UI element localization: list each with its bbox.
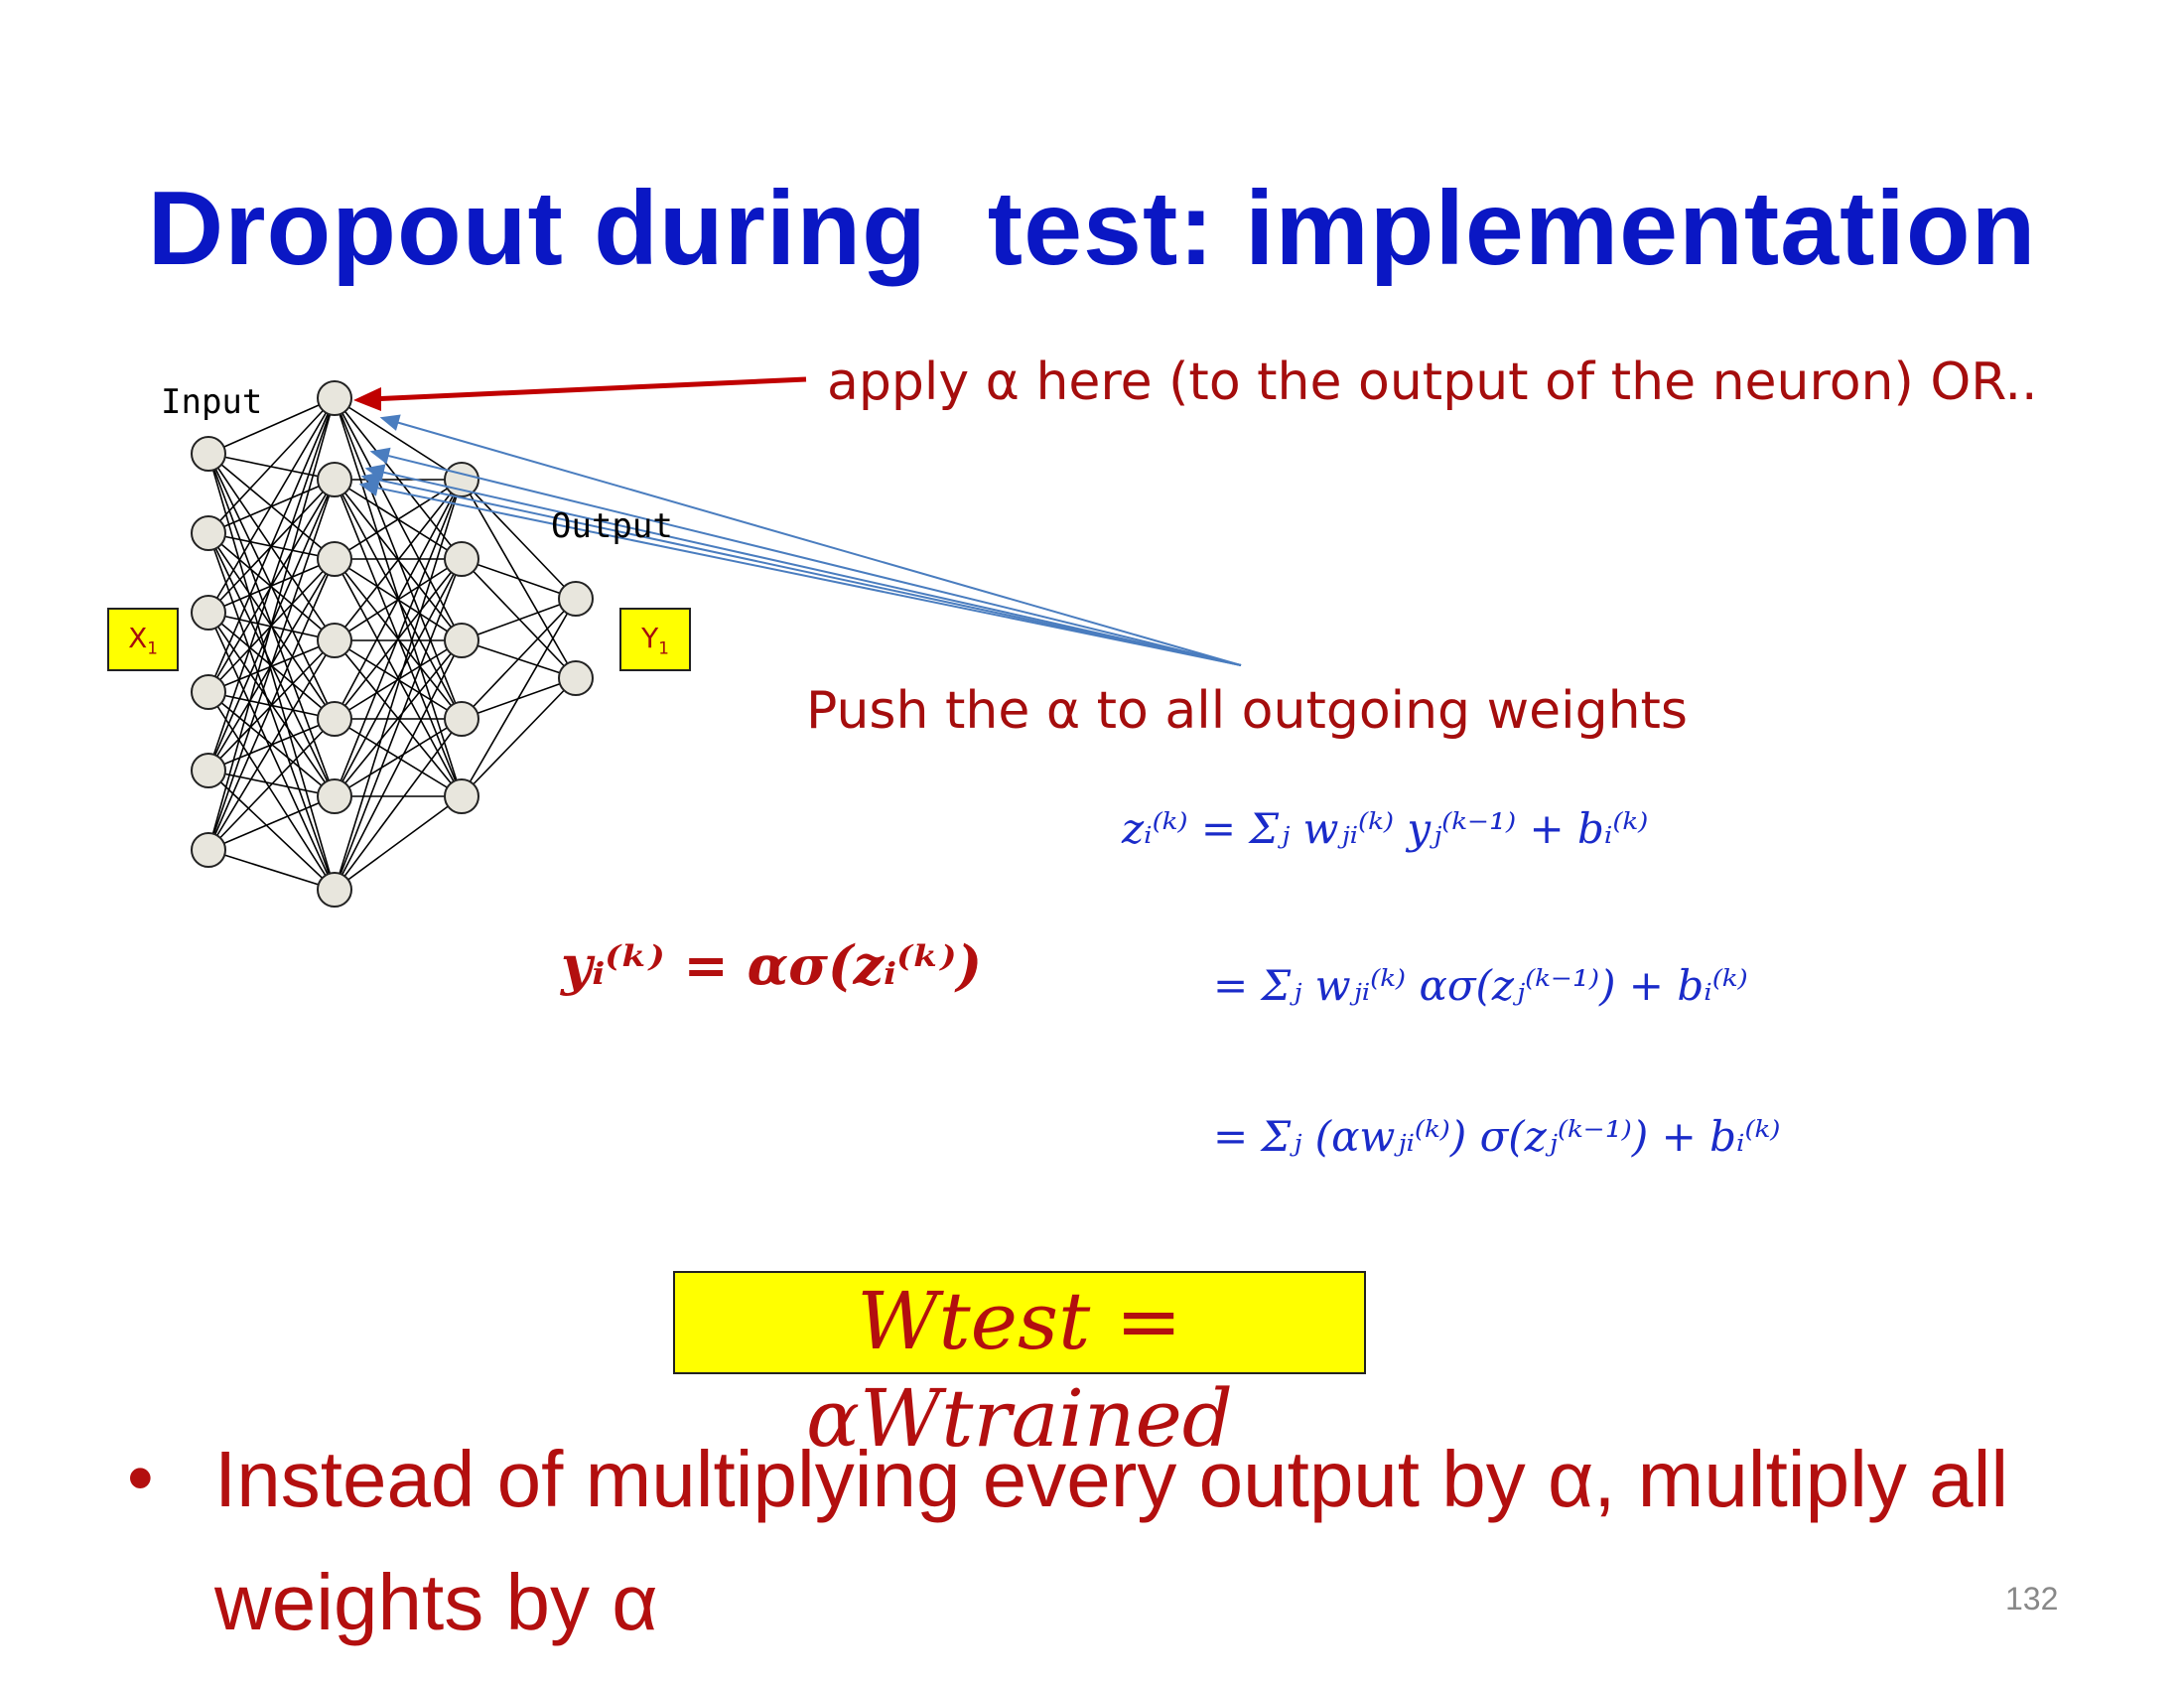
x1-text: X (128, 622, 148, 654)
z-equation-line1: zᵢ⁽ᵏ⁾ = Σⱼ wⱼᵢ⁽ᵏ⁾ yⱼ⁽ᵏ⁻¹⁾ + bᵢ⁽ᵏ⁾ (1122, 804, 1649, 853)
network-edge (334, 639, 463, 891)
network-edge (334, 795, 463, 891)
network-edge (461, 677, 577, 797)
neuron-node (444, 623, 479, 658)
bullet-text: Instead of multiplying every output by α… (214, 1435, 2009, 1646)
network-edges (207, 397, 577, 891)
network-edge (334, 397, 463, 481)
slide-title: Dropout during test: implementation (147, 170, 2037, 287)
neuron-node (317, 778, 352, 814)
network-edge (334, 639, 463, 720)
neuron-node (191, 515, 226, 551)
network-edge (207, 612, 336, 891)
network-edge (334, 397, 463, 797)
apply-alpha-note: apply α here (to the output of the neuro… (827, 352, 2038, 412)
network-edge (334, 479, 463, 797)
blue-arrow-line (362, 476, 1242, 666)
network-edge (207, 397, 336, 772)
network-edge (207, 718, 336, 851)
y-equation: yᵢ⁽ᵏ⁾ = ασ(zᵢ⁽ᵏ⁾) (561, 933, 983, 997)
neuron-node (317, 701, 352, 737)
network-edge (334, 479, 463, 891)
neuron-node (191, 832, 226, 868)
y1-sub: 1 (658, 637, 669, 658)
network-edge (207, 397, 336, 614)
network-edge (461, 598, 577, 797)
neuron-node (558, 581, 594, 617)
network-edge (207, 532, 336, 891)
network-edge (461, 558, 577, 679)
network-edge (207, 691, 336, 891)
neuron-node (317, 623, 352, 658)
blue-arrows (358, 414, 1242, 666)
red-arrow (353, 376, 807, 411)
network-edge (334, 558, 463, 797)
neuron-node (191, 595, 226, 631)
blue-arrow-line (366, 468, 1242, 666)
network-edge (334, 479, 463, 720)
x1-sub: 1 (147, 637, 158, 658)
network-edge (461, 558, 577, 600)
z-equation-line3: = Σⱼ (αwⱼᵢ⁽ᵏ⁾) σ(zⱼ⁽ᵏ⁻¹⁾) + bᵢ⁽ᵏ⁾ (1213, 1112, 1781, 1161)
neuron-node (317, 380, 352, 416)
input-label: Input (161, 382, 263, 422)
neuron-node (558, 660, 594, 696)
neuron-node (317, 541, 352, 577)
blue-arrow-line (371, 451, 1242, 666)
network-edge (207, 849, 336, 891)
x1-box: X1 (107, 608, 179, 671)
neuron-node (317, 462, 352, 497)
network-edge (207, 558, 336, 851)
bullet-dot: • (127, 1436, 154, 1520)
network-edge (334, 639, 463, 797)
network-edge (461, 598, 577, 641)
neuron-node (191, 753, 226, 788)
network-edge (334, 558, 463, 891)
z-equation-line2: = Σⱼ wⱼᵢ⁽ᵏ⁾ ασ(zⱼ⁽ᵏ⁻¹⁾) + bᵢ⁽ᵏ⁾ (1213, 961, 1748, 1010)
output-label: Output (551, 506, 673, 546)
network-edge (334, 718, 463, 797)
y1-text: Y (641, 622, 659, 654)
network-edge (461, 598, 577, 720)
network-edge (207, 479, 336, 851)
neuron-node (444, 778, 479, 814)
neuron-node (191, 674, 226, 710)
y1-box: Y1 (619, 608, 691, 671)
network-edge (207, 397, 336, 851)
network-edge (207, 397, 336, 693)
neuron-node (444, 462, 479, 497)
network-edge (207, 453, 336, 891)
blue-arrow-line (381, 417, 1242, 666)
network-diagram (191, 376, 1242, 908)
neuron-node (191, 436, 226, 472)
blue-arrow-head (369, 447, 391, 465)
neuron-node (444, 541, 479, 577)
network-edge (207, 795, 336, 851)
w-test-box: Wtest = αWtrained (673, 1271, 1366, 1465)
page-number: 132 (2005, 1581, 2059, 1617)
push-alpha-note: Push the α to all outgoing weights (806, 681, 1689, 741)
network-edge (207, 639, 336, 851)
blue-arrow-head (379, 414, 401, 431)
network-edge (334, 479, 463, 641)
network-edge (461, 479, 577, 600)
network-edge (207, 397, 336, 534)
blue-arrow-line (360, 484, 1242, 666)
network-edge (334, 718, 463, 891)
blue-arrow-head (358, 480, 380, 496)
neuron-node (444, 701, 479, 737)
network-nodes (191, 380, 594, 908)
neuron-node (317, 872, 352, 908)
network-edge (207, 397, 336, 455)
